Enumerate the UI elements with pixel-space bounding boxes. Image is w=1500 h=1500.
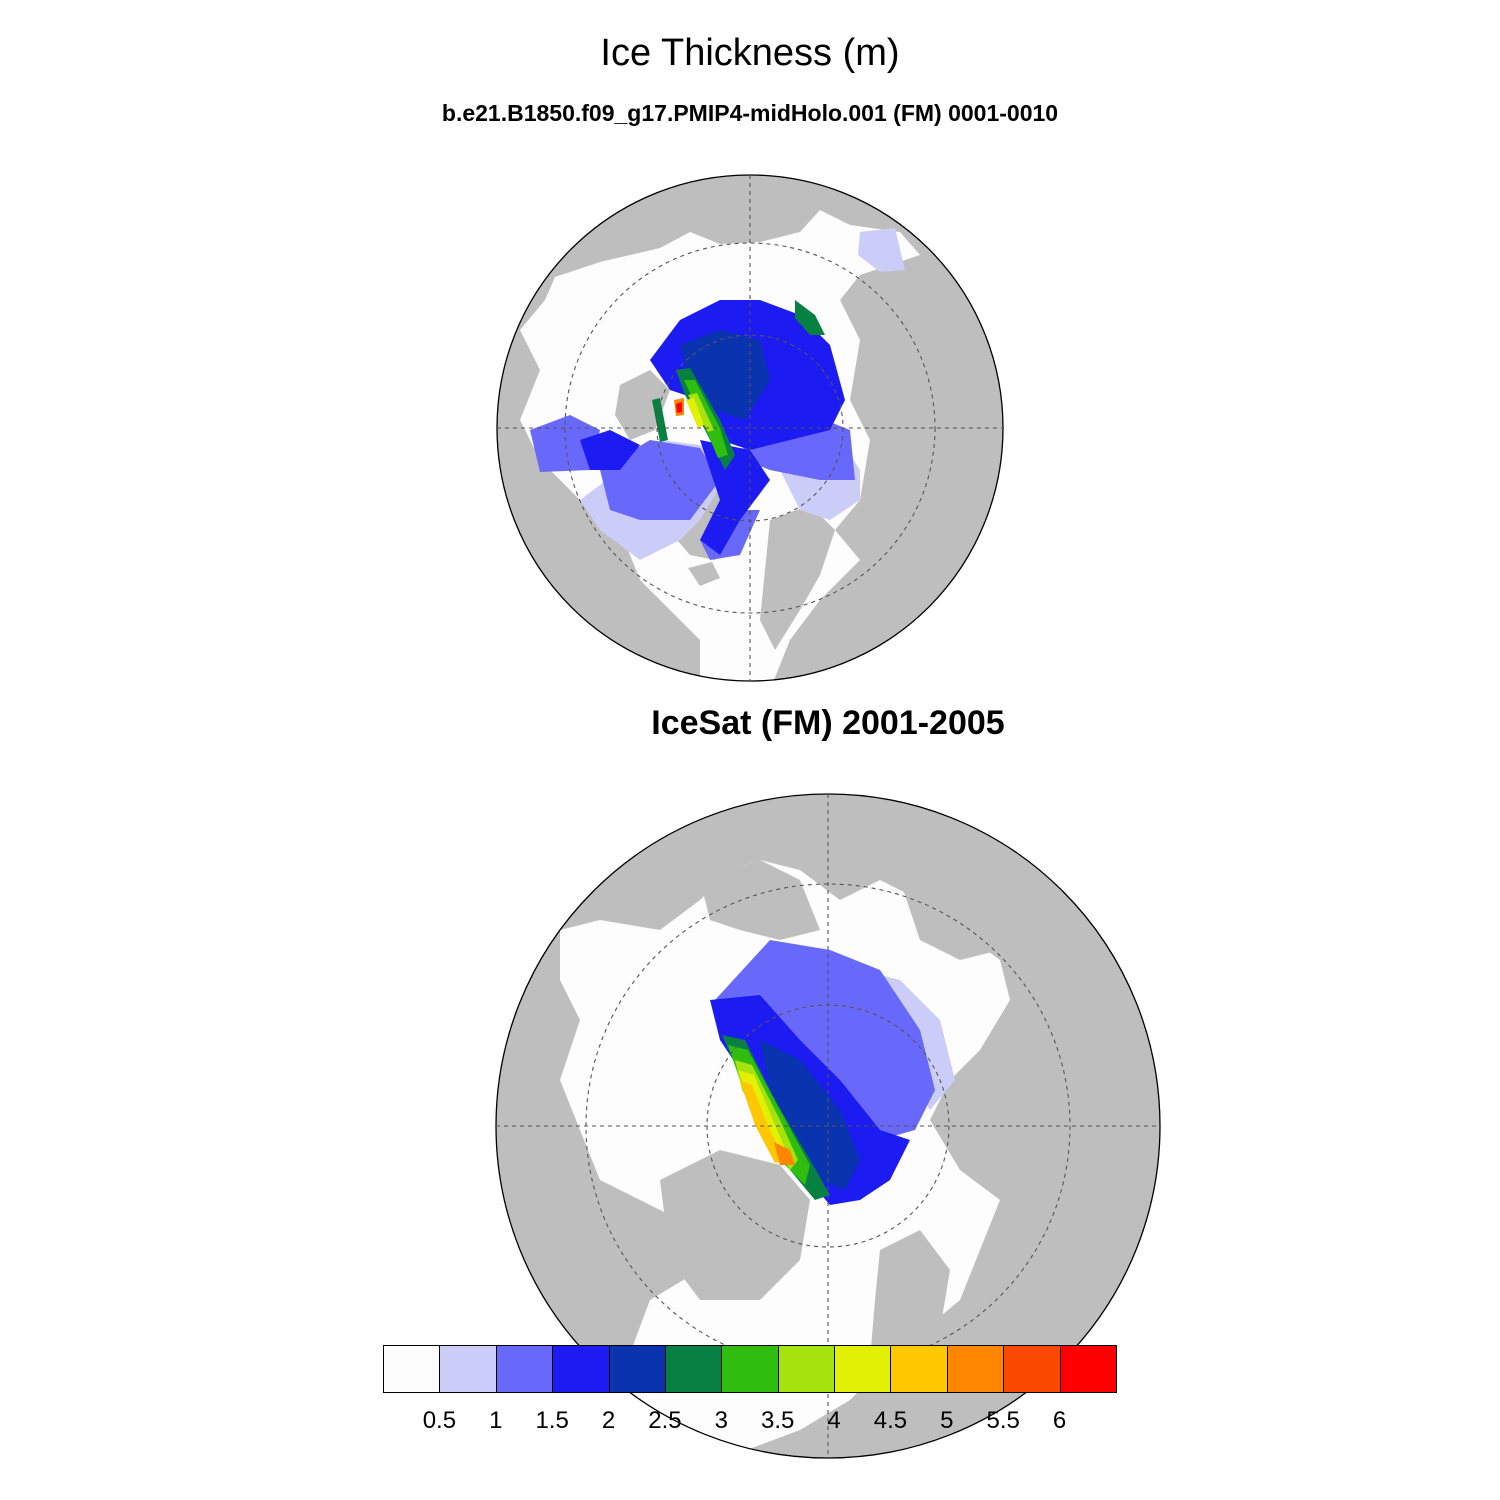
map-panel-icesat: [495, 793, 1161, 1459]
panel1-title: b.e21.B1850.f09_g17.PMIP4-midHolo.001 (F…: [441, 100, 1059, 126]
panel2-title: IceSat (FM) 2001-2005: [651, 704, 1005, 742]
ice-medium: [600, 440, 720, 520]
page-title: Ice Thickness (m): [600, 32, 900, 74]
colorbar-tick-label: 3.5: [761, 1407, 795, 1434]
land-greenland: [660, 1150, 810, 1300]
ice-thick: [580, 430, 640, 470]
colorbar-box: [495, 1345, 554, 1393]
colorbar-tick-label: 1.5: [535, 1407, 569, 1434]
ice-gold: [740, 1080, 785, 1163]
colorbar-tick-label: 5: [940, 1407, 954, 1434]
land-iceland: [688, 562, 720, 586]
ice-green: [795, 300, 825, 335]
ice-thicker: [760, 1040, 860, 1190]
ice-green: [652, 398, 668, 442]
land-scandinavia: [870, 1230, 950, 1380]
land-scandinavia: [760, 505, 835, 650]
ocean-region: [700, 575, 760, 681]
ice-thin: [858, 228, 905, 272]
colorbar-box: [946, 1345, 1005, 1393]
colorbar-tick-label: 0.5: [422, 1407, 457, 1434]
colorbar-box: [890, 1345, 948, 1393]
map-panel-model: [496, 174, 1004, 682]
land-svalbard: [615, 370, 670, 440]
ice-thick: [700, 440, 770, 555]
colorbar-tick-label: 4: [827, 1407, 841, 1434]
graticule: [497, 175, 1003, 681]
colorbar-tick-label: 4.5: [873, 1407, 908, 1434]
colorbar: [383, 1345, 1117, 1393]
ice-medium: [530, 415, 600, 472]
colorbar-box: [1003, 1345, 1061, 1393]
colorbar-tick-label: 1: [489, 1407, 503, 1434]
ice-orange: [774, 1142, 795, 1165]
colorbar-tick-label: 2.5: [648, 1407, 682, 1434]
land-siberia: [700, 860, 820, 940]
colorbar-box: [1059, 1345, 1117, 1393]
ice-red: [676, 402, 682, 413]
colorbar-tick-label: 3: [714, 1407, 728, 1434]
colorbar-tick-label: 6: [1052, 1407, 1067, 1434]
colorbar-box: [834, 1345, 892, 1393]
colorbar-box: [664, 1345, 723, 1393]
colorbar-box: [552, 1345, 610, 1393]
colorbar-box: [721, 1345, 779, 1393]
ice-medium: [715, 940, 935, 1140]
colorbar-box: [777, 1345, 836, 1393]
colorbar-box: [439, 1345, 497, 1393]
colorbar-box: [608, 1345, 666, 1393]
ice-yellow: [686, 398, 704, 428]
colorbar-tick-label: 5.5: [986, 1407, 1020, 1434]
land-alaska: [900, 880, 1000, 960]
colorbar-box: [383, 1345, 441, 1393]
colorbar-tick-label: 2: [601, 1407, 616, 1434]
